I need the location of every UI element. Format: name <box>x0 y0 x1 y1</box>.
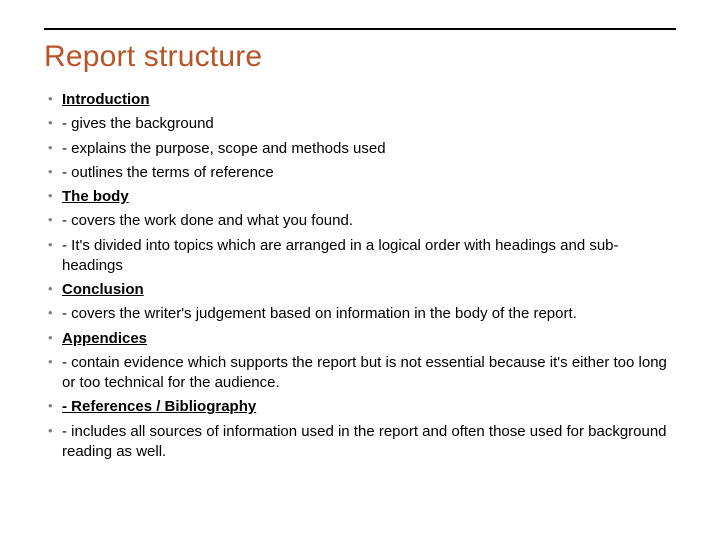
list-item: - contain evidence which supports the re… <box>48 353 676 394</box>
list-item: - covers the work done and what you foun… <box>48 211 676 231</box>
list-item: Appendices <box>48 329 676 349</box>
list-item-text: - gives the background <box>62 115 214 132</box>
list-item-text: The body <box>62 188 129 205</box>
list-item-text: - includes all sources of information us… <box>62 423 667 460</box>
list-item: The body <box>48 187 676 207</box>
list-item-text: - covers the work done and what you foun… <box>62 212 353 229</box>
list-item-text: - contain evidence which supports the re… <box>62 354 667 391</box>
list-item: Introduction <box>48 90 676 110</box>
list-item-text: Conclusion <box>62 281 144 298</box>
list-item: Conclusion <box>48 280 676 300</box>
list-item: - It's divided into topics which are arr… <box>48 236 676 277</box>
list-item-text: - explains the purpose, scope and method… <box>62 140 386 157</box>
list-item: - gives the background <box>48 114 676 134</box>
list-item-text: - outlines the terms of reference <box>62 164 274 181</box>
list-item-text: - covers the writer's judgement based on… <box>62 305 577 322</box>
list-item: - References / Bibliography <box>48 397 676 417</box>
slide: Report structure Introduction - gives the… <box>0 0 720 540</box>
list-item-text: Appendices <box>62 330 147 347</box>
title-rule <box>44 28 676 30</box>
list-item: - includes all sources of information us… <box>48 422 676 463</box>
list-item: - outlines the terms of reference <box>48 163 676 183</box>
page-title: Report structure <box>44 40 676 74</box>
list-item: - explains the purpose, scope and method… <box>48 139 676 159</box>
list-item: - covers the writer's judgement based on… <box>48 304 676 324</box>
bullet-list: Introduction - gives the background - expl… <box>44 90 676 462</box>
list-item-text: - References / Bibliography <box>62 398 256 415</box>
list-item-text: - It's divided into topics which are arr… <box>62 237 619 274</box>
list-item-text: Introduction <box>62 91 149 108</box>
